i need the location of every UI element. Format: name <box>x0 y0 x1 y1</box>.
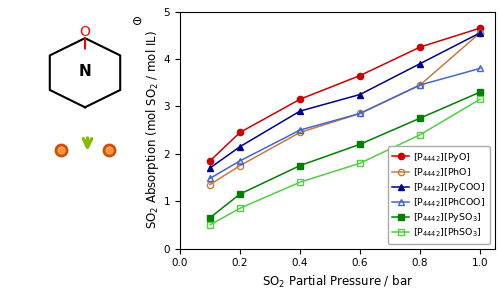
[P$_{4442}$][PhCOO] <box>417 83 423 87</box>
[P$_{4442}$][PySO$_3$] <box>477 90 483 94</box>
[P$_{4442}$][PhO] <box>297 131 303 134</box>
Legend: [P$_{4442}$][PyO], [P$_{4442}$][PhO], [P$_{4442}$][PyCOO], [P$_{4442}$][PhCOO], : [P$_{4442}$][PyO], [P$_{4442}$][PhO], [P… <box>388 146 490 244</box>
[P$_{4442}$][PhSO$_3$] <box>297 180 303 184</box>
[P$_{4442}$][PhSO$_3$] <box>357 162 363 165</box>
[P$_{4442}$][PyO] <box>297 97 303 101</box>
[P$_{4442}$][PyO] <box>477 26 483 30</box>
[P$_{4442}$][PhO] <box>237 164 243 167</box>
[P$_{4442}$][PyCOO] <box>357 93 363 96</box>
Text: $\ominus$: $\ominus$ <box>130 15 142 28</box>
X-axis label: SO$_2$ Partial Pressure / bar: SO$_2$ Partial Pressure / bar <box>262 274 413 289</box>
[P$_{4442}$][PhCOO] <box>297 128 303 132</box>
[P$_{4442}$][PhCOO] <box>237 159 243 163</box>
[P$_{4442}$][PyCOO] <box>207 166 213 170</box>
[P$_{4442}$][PhSO$_3$] <box>237 207 243 210</box>
[P$_{4442}$][PySO$_3$] <box>297 164 303 167</box>
[P$_{4442}$][PySO$_3$] <box>357 142 363 146</box>
Line: [P$_{4442}$][PyCOO]: [P$_{4442}$][PyCOO] <box>207 30 483 171</box>
Line: [P$_{4442}$][PhCOO]: [P$_{4442}$][PhCOO] <box>207 65 483 181</box>
[P$_{4442}$][PySO$_3$] <box>207 216 213 219</box>
[P$_{4442}$][PhCOO] <box>357 112 363 115</box>
[P$_{4442}$][PhSO$_3$] <box>477 97 483 101</box>
[P$_{4442}$][PyCOO] <box>477 31 483 35</box>
[P$_{4442}$][PhO] <box>477 31 483 35</box>
Line: [P$_{4442}$][PyO]: [P$_{4442}$][PyO] <box>207 25 483 164</box>
Line: [P$_{4442}$][PySO$_3$]: [P$_{4442}$][PySO$_3$] <box>207 89 483 221</box>
[P$_{4442}$][PySO$_3$] <box>417 116 423 120</box>
Y-axis label: SO$_2$ Absorption (mol SO$_2$ / mol IL): SO$_2$ Absorption (mol SO$_2$ / mol IL) <box>144 31 161 229</box>
Line: [P$_{4442}$][PhSO$_3$]: [P$_{4442}$][PhSO$_3$] <box>207 96 483 228</box>
[P$_{4442}$][PhO] <box>207 183 213 186</box>
[P$_{4442}$][PhCOO] <box>477 67 483 70</box>
[P$_{4442}$][PyO] <box>237 131 243 134</box>
[P$_{4442}$][PyCOO] <box>417 62 423 65</box>
[P$_{4442}$][PhSO$_3$] <box>417 133 423 136</box>
[P$_{4442}$][PySO$_3$] <box>237 192 243 196</box>
[P$_{4442}$][PyO] <box>207 159 213 163</box>
[P$_{4442}$][PhO] <box>357 112 363 115</box>
[P$_{4442}$][PyO] <box>417 45 423 49</box>
[P$_{4442}$][PhCOO] <box>207 177 213 180</box>
[P$_{4442}$][PhSO$_3$] <box>207 223 213 227</box>
Text: O: O <box>80 25 90 38</box>
[P$_{4442}$][PyCOO] <box>237 145 243 148</box>
[P$_{4442}$][PyO] <box>357 74 363 77</box>
Text: N: N <box>78 64 92 79</box>
[P$_{4442}$][PhO] <box>417 83 423 87</box>
[P$_{4442}$][PyCOO] <box>297 109 303 113</box>
Line: [P$_{4442}$][PhO]: [P$_{4442}$][PhO] <box>207 30 483 188</box>
